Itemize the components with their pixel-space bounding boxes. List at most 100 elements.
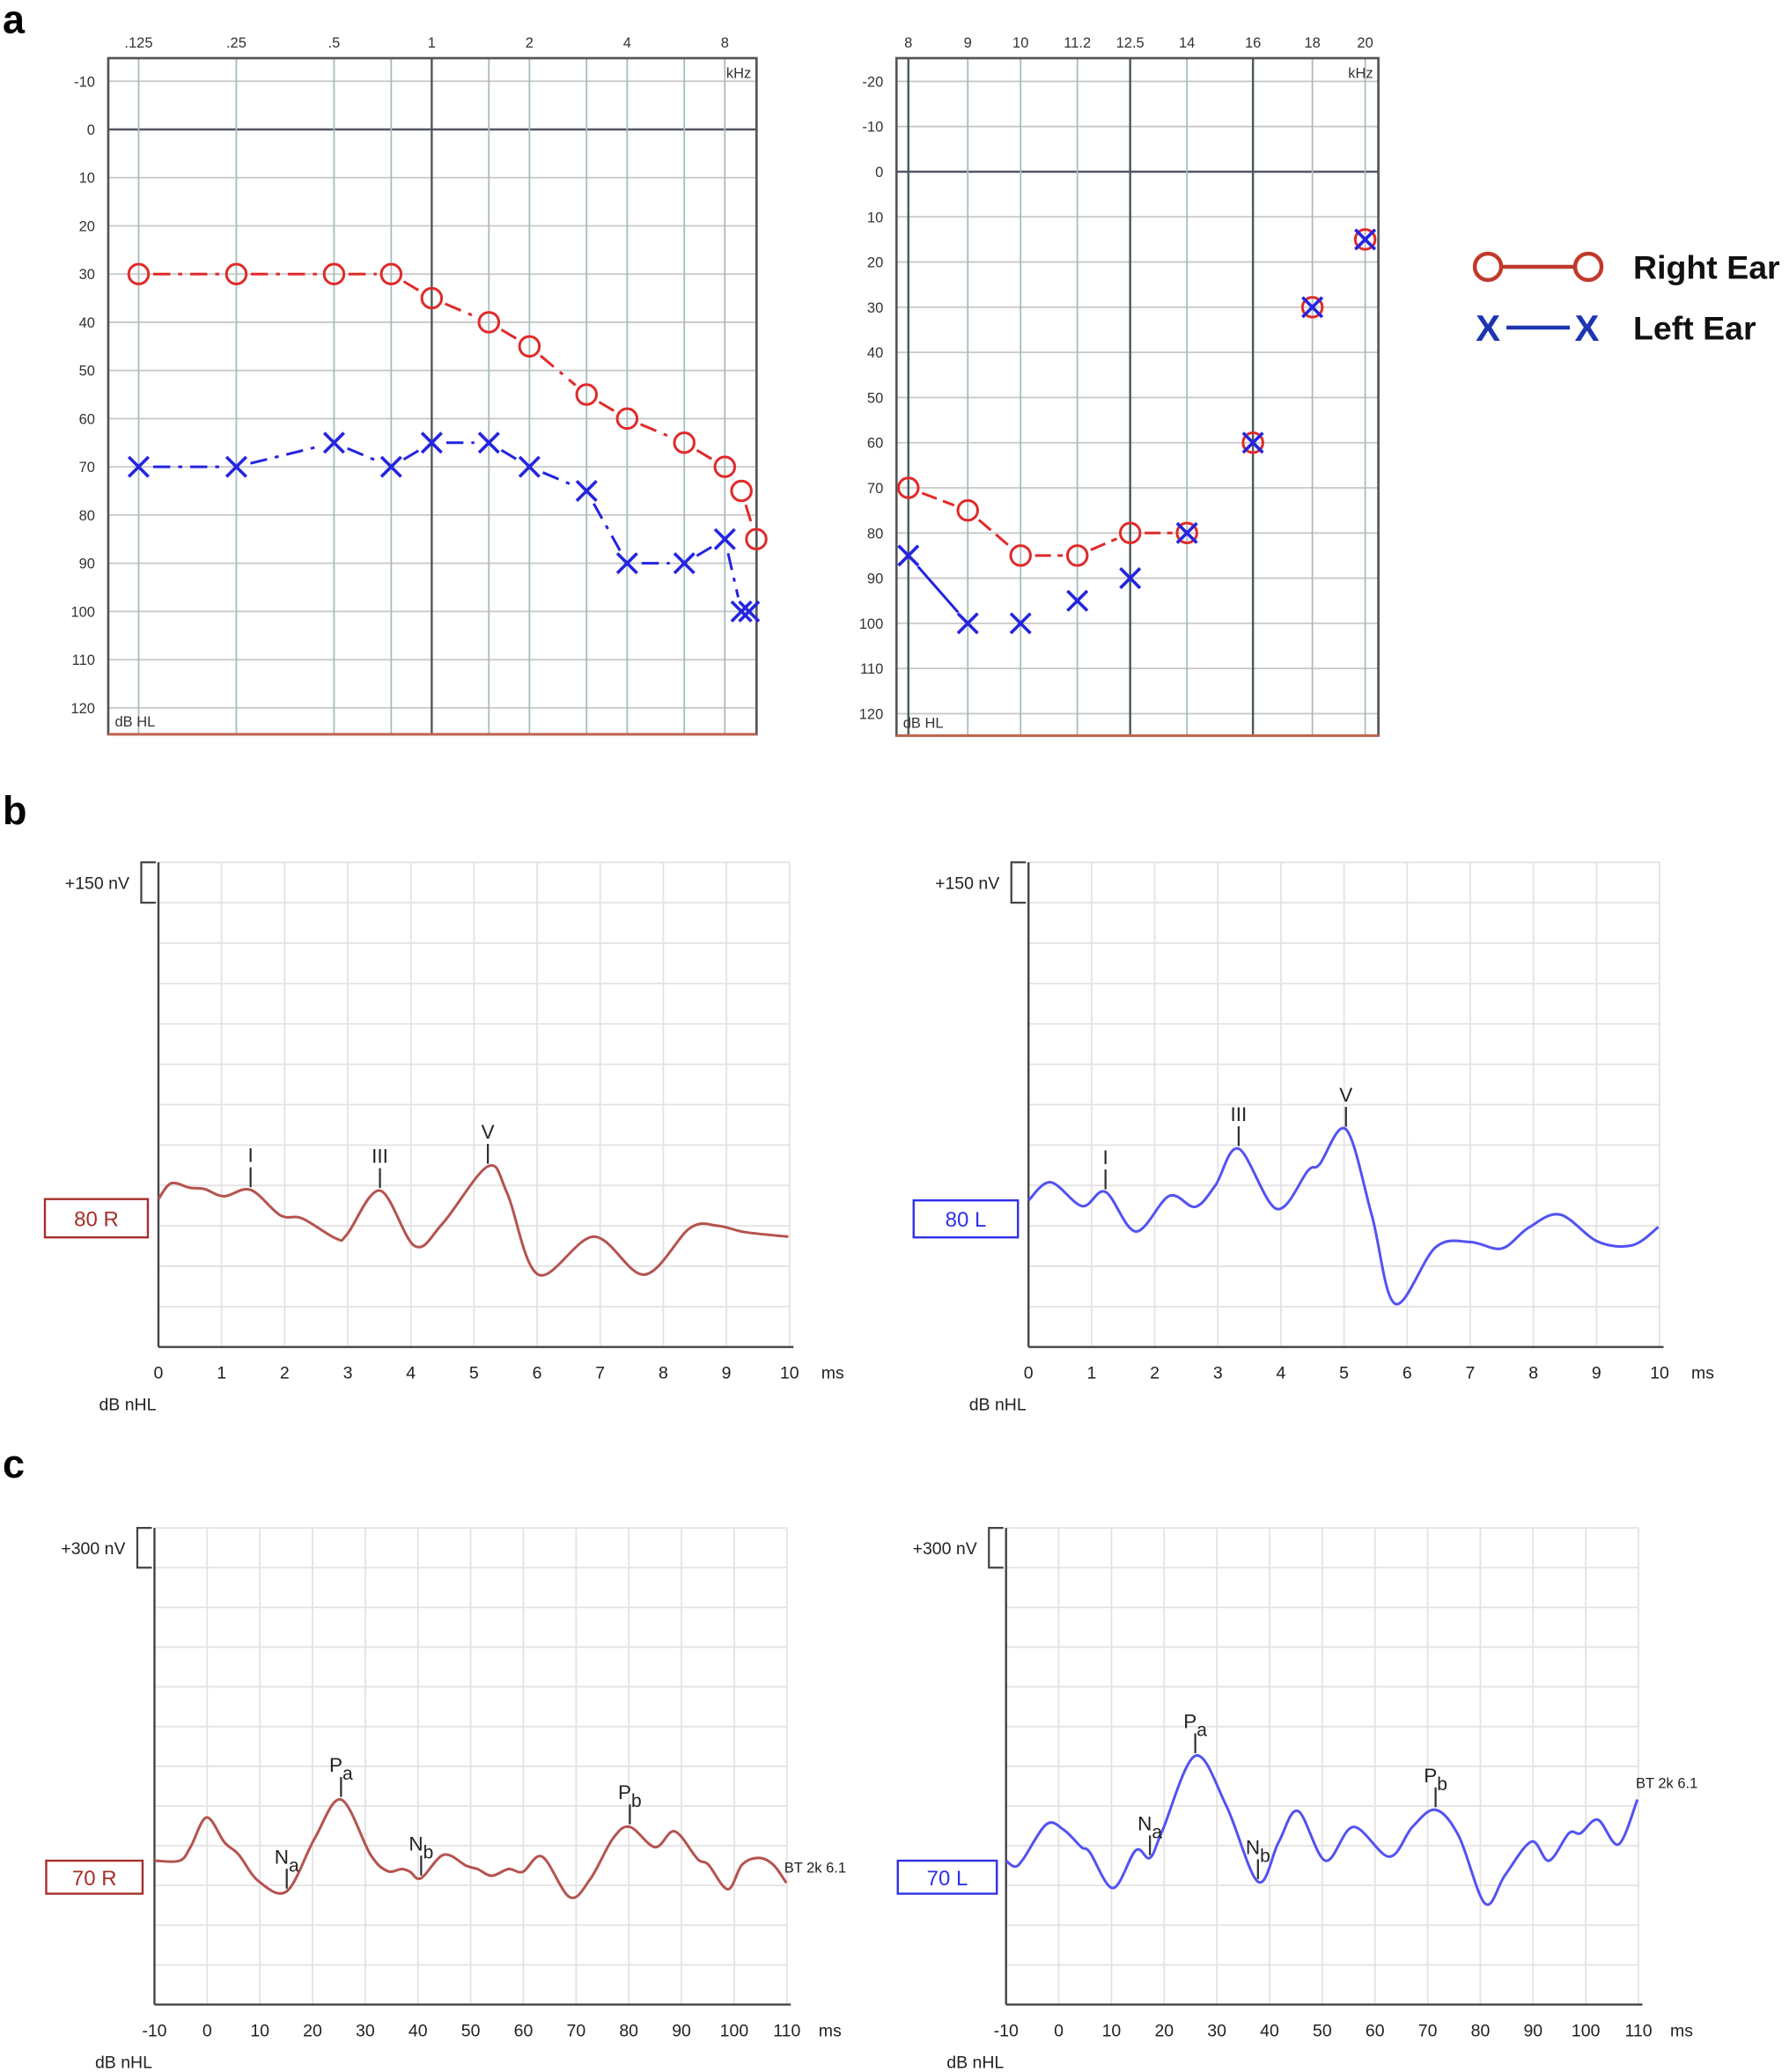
x-tick-label: 110 [1625,2021,1653,2040]
right-ear-marker [1009,544,1032,567]
stimulus-level-label: 80 L [946,1208,987,1232]
y-tick-label: 90 [79,557,95,572]
right-ear-marker [379,262,403,285]
series-segment [500,328,518,341]
y-tick-label: 60 [79,411,95,427]
panel-label-b: b [3,788,26,833]
left-ear-marker [575,480,598,503]
x-tick-label: 50 [461,2021,481,2040]
y-tick-label: 80 [867,526,883,542]
x-tick-label: 10 [1012,35,1028,51]
x-unit-label: kHz [1348,66,1373,82]
left-ear-marker [1301,296,1324,319]
stimulus-note: BT 2k 6.1 [784,1861,846,1877]
mlr-left-ear: -10 0 10 20 30 40 50 60 70 80 90 100 110 ms dB nHL +300… [896,1526,1697,2072]
right-ear-marker [713,455,737,478]
peak-label-main: P [1424,1765,1437,1787]
x-tick-label: 9 [1592,1364,1601,1383]
left-ear-marker [897,544,920,567]
x-tick-label: 0 [1054,2021,1064,2040]
peak-label: Pa [1183,1710,1207,1740]
x-tick-label: 100 [1572,2021,1601,2040]
right-ear-marker [745,527,768,551]
x-tick-label: 16 [1245,35,1261,51]
x-tick-label: 0 [202,2021,212,2040]
right-ear-marker [730,479,753,503]
right-ear-marker [956,498,979,522]
series-segment [1090,537,1118,551]
peak-label-sub: a [1152,1822,1162,1842]
x-tick-label: 3 [1213,1364,1223,1383]
y-tick-label: -10 [862,120,883,136]
x-tick-label: 5 [1339,1364,1349,1383]
x-tick-label: 20 [303,2021,322,2040]
stimulus-level-label: 70 R [72,1867,117,1891]
series-segment [402,280,420,292]
x-tick-label: 0 [154,1364,164,1383]
waveform-trace [1027,1126,1660,1306]
scale-bar-label: +150 nV [935,874,999,893]
y-tick-label: 90 [867,571,883,587]
x-tick-label: 3 [343,1364,353,1383]
stimulus-level-box [896,1859,998,1895]
right-ear-marker [615,407,639,431]
y-tick-label: 50 [79,364,95,380]
x-tick-label: 40 [409,2021,428,2040]
x-tick-label: 8 [1528,1364,1538,1383]
x-tick-label: 1 [428,35,436,51]
y-tick-label: 20 [79,218,95,234]
x-tick-label: 4 [623,35,631,51]
x-tick-label: 20 [1357,35,1373,51]
left-ear-marker [518,455,541,478]
x-unit-label: ms [1670,2021,1693,2040]
peak-label-main: P [618,1781,631,1803]
scale-bar-label: +150 nV [65,874,129,893]
y-tick-label: 100 [859,616,884,632]
y-tick-label: 60 [867,436,883,452]
x-tick-label: 7 [595,1364,605,1383]
x-tick-label: 1 [217,1364,226,1383]
peak-label: Pa [329,1754,353,1784]
waveform-trace [157,1163,789,1277]
peak-label: Pb [1424,1765,1447,1795]
left-ear-marker [713,527,736,550]
mlr-right-ear: -10 0 10 20 30 40 50 60 70 80 90 100 110 ms dB nHL +300… [45,1526,846,2072]
x-tick-label: 2 [1150,1364,1160,1383]
peak-label-main: V [1339,1084,1352,1106]
legend: Right Ear X X Left Ear [1472,248,1780,349]
left-ear-marker [1175,521,1198,544]
x-tick-label: 30 [1207,2021,1226,2040]
x-tick-label: 90 [672,2021,691,2040]
left-ear-marker [420,431,443,454]
right-ear-marker [477,311,501,334]
peak-label-main: III [1231,1103,1248,1125]
x-tick-label: 9 [964,35,972,51]
series-segment [696,448,713,461]
y-tick-label: 80 [79,508,95,524]
series-segment [500,448,518,461]
right-ear-marker [1300,296,1324,319]
scale-bar-label: +300 nV [61,1539,125,1559]
peak-label: Nb [1246,1836,1270,1866]
waveform-trace [154,1798,788,1899]
legend-right-circle-icon [1572,251,1604,283]
x-tick-label: 10 [1102,2021,1122,2040]
x-tick-label: 70 [566,2021,585,2040]
stimulus-note: BT 2k 6.1 [1636,1776,1697,1792]
left-ear-marker [225,455,247,478]
series-segment [696,545,713,557]
x-tick-label: 12.5 [1116,35,1145,51]
peak-label-sub: b [423,1842,434,1862]
x-tick-label: 20 [1154,2021,1174,2040]
series-segment [639,423,672,439]
left-ear-marker [477,431,500,454]
x-tick-label: -10 [994,2021,1019,2040]
series-segment [593,503,622,551]
y-tick-label: 10 [79,171,95,187]
x-tick-label: 40 [1260,2021,1279,2040]
y-unit-label: dB HL [903,715,944,731]
y-tick-label: 120 [859,706,884,722]
peak-label: III [1231,1103,1248,1125]
